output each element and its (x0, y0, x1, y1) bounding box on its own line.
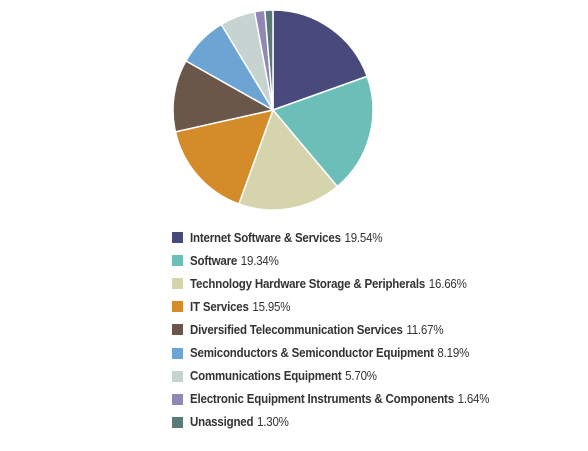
legend-swatch (172, 393, 183, 405)
legend-item: Electronic Equipment Instruments & Compo… (172, 388, 515, 411)
legend-label: Communications Equipment 5.70% (190, 369, 377, 383)
legend-category: Technology Hardware Storage & Peripheral… (190, 276, 426, 291)
legend-swatch (172, 416, 183, 428)
legend-label: Software 19.34% (190, 254, 279, 268)
legend-value: 11.67% (406, 322, 444, 337)
legend-label: Unassigned 1.30% (190, 415, 289, 429)
legend-item: Technology Hardware Storage & Peripheral… (172, 272, 515, 295)
legend-value: 5.70% (345, 369, 377, 384)
legend-value: 1.30% (257, 415, 289, 430)
legend-label: IT Services 15.95% (190, 300, 290, 314)
pie-chart (172, 9, 374, 211)
pie-slice-2 (237, 108, 339, 211)
legend-value: 8.19% (437, 346, 470, 361)
pie-slice-8 (264, 9, 274, 111)
pie-slice-3 (174, 108, 275, 205)
legend-label: Technology Hardware Storage & Peripheral… (190, 277, 467, 291)
legend-value: 15.95% (252, 299, 291, 314)
legend-category: Internet Software & Services (190, 230, 341, 245)
legend-swatch (172, 347, 183, 359)
legend-label: Electronic Equipment Instruments & Compo… (190, 392, 489, 406)
legend-label: Diversified Telecommunication Services 11… (190, 322, 444, 337)
legend-swatch (172, 370, 183, 382)
pie-slice-1 (271, 75, 374, 188)
legend-value: 19.54% (344, 230, 383, 245)
legend-item: Software 19.34% (172, 249, 515, 272)
legend-value: 1.64% (457, 392, 490, 407)
legend-label: Semiconductors & Semiconductor Equipment… (190, 346, 469, 360)
legend-category: Electronic Equipment Instruments & Compo… (190, 392, 454, 407)
legend-item: IT Services 15.95% (172, 295, 515, 318)
legend-item: Communications Equipment 5.70% (172, 365, 515, 388)
legend-item: Diversified Telecommunication Services 11… (172, 318, 515, 341)
legend-value: 16.66% (428, 276, 467, 291)
legend-category: Diversified Telecommunication Services (190, 322, 403, 337)
legend-swatch (172, 278, 183, 290)
pie-slice-4 (172, 59, 276, 133)
legend-category: Software (190, 253, 238, 268)
legend-item: Unassigned 1.30% (172, 411, 515, 434)
legend-label: Internet Software & Services 19.54% (190, 230, 383, 245)
legend-category: Semiconductors & Semiconductor Equipment (190, 346, 434, 361)
legend-item: Semiconductors & Semiconductor Equipment… (172, 341, 515, 364)
legend-category: Communications Equipment (190, 369, 342, 384)
legend-value: 19.34% (240, 253, 279, 268)
legend-swatch (172, 232, 183, 244)
chart-legend: Internet Software & Services 19.54% Softwa… (172, 226, 515, 434)
legend-category: Unassigned (190, 415, 254, 430)
legend-category: IT Services (190, 299, 249, 314)
legend-swatch (172, 301, 183, 313)
legend-swatch (172, 255, 183, 267)
pie-slice-0 (272, 9, 369, 112)
legend-item: Internet Software & Services 19.54% (172, 226, 515, 249)
legend-swatch (172, 324, 183, 336)
